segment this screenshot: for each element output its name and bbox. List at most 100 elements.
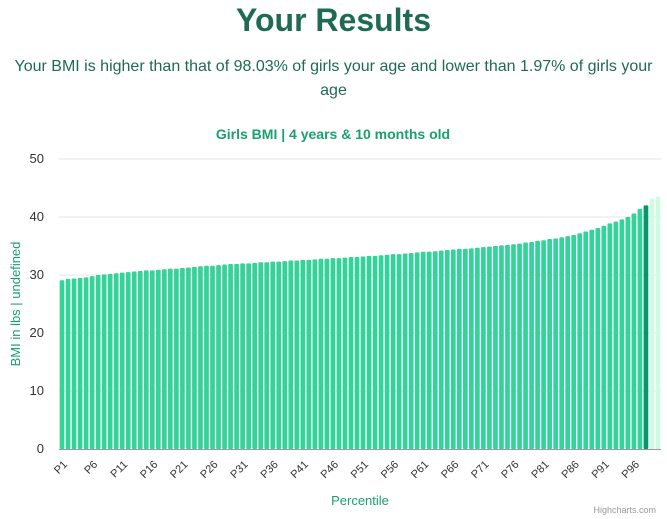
bar[interactable] bbox=[426, 251, 432, 449]
bar[interactable] bbox=[294, 260, 300, 450]
bar[interactable] bbox=[390, 254, 396, 449]
bar[interactable] bbox=[523, 242, 528, 449]
bar[interactable] bbox=[149, 270, 155, 449]
bar[interactable] bbox=[143, 270, 149, 449]
bar[interactable] bbox=[565, 236, 571, 449]
bar[interactable] bbox=[288, 260, 294, 450]
bar[interactable] bbox=[113, 273, 119, 449]
bar[interactable] bbox=[107, 273, 113, 449]
bar[interactable] bbox=[210, 265, 215, 449]
bar[interactable] bbox=[89, 276, 95, 449]
bar[interactable] bbox=[438, 250, 444, 449]
bar[interactable] bbox=[420, 251, 426, 449]
bar[interactable] bbox=[119, 272, 125, 449]
bar[interactable] bbox=[174, 268, 179, 449]
bar[interactable] bbox=[432, 251, 438, 449]
bar[interactable] bbox=[649, 198, 655, 449]
bar[interactable] bbox=[637, 208, 643, 449]
bar[interactable] bbox=[342, 257, 348, 449]
bar[interactable] bbox=[414, 252, 420, 449]
bar[interactable] bbox=[571, 234, 577, 449]
bar[interactable] bbox=[444, 250, 450, 449]
bar[interactable] bbox=[95, 275, 101, 449]
bar[interactable] bbox=[155, 269, 161, 449]
bar[interactable] bbox=[601, 225, 607, 449]
bar[interactable] bbox=[529, 241, 534, 449]
bar[interactable] bbox=[216, 265, 221, 449]
bar[interactable] bbox=[541, 240, 546, 449]
bar[interactable] bbox=[559, 237, 565, 449]
bar[interactable] bbox=[475, 247, 480, 449]
bar[interactable] bbox=[258, 262, 264, 449]
bar[interactable] bbox=[493, 246, 498, 449]
bar[interactable] bbox=[456, 248, 462, 449]
bar[interactable] bbox=[83, 277, 89, 449]
bar[interactable] bbox=[402, 253, 408, 449]
bar[interactable] bbox=[505, 244, 510, 449]
bar[interactable] bbox=[384, 254, 390, 449]
bar[interactable] bbox=[360, 256, 366, 449]
bar[interactable] bbox=[511, 244, 516, 449]
bar[interactable] bbox=[71, 278, 77, 449]
bar[interactable] bbox=[631, 213, 637, 449]
bar[interactable] bbox=[101, 274, 107, 449]
bar[interactable] bbox=[336, 258, 342, 449]
bar[interactable] bbox=[408, 252, 414, 449]
bar[interactable] bbox=[577, 233, 583, 449]
bar[interactable] bbox=[595, 228, 601, 449]
bar[interactable] bbox=[204, 265, 209, 449]
bar[interactable] bbox=[246, 263, 251, 449]
bar[interactable] bbox=[125, 272, 131, 449]
bar[interactable] bbox=[348, 257, 354, 449]
bar[interactable] bbox=[186, 267, 191, 449]
bar[interactable] bbox=[162, 269, 167, 449]
bar[interactable] bbox=[450, 249, 456, 449]
bar[interactable] bbox=[65, 279, 71, 449]
bar[interactable] bbox=[318, 258, 324, 449]
bar[interactable] bbox=[192, 266, 197, 449]
bar[interactable] bbox=[180, 268, 185, 449]
bar[interactable] bbox=[282, 261, 288, 449]
bar[interactable] bbox=[372, 255, 378, 449]
bar[interactable] bbox=[619, 219, 625, 449]
bar[interactable] bbox=[481, 247, 486, 449]
bar[interactable] bbox=[198, 266, 203, 449]
bar[interactable] bbox=[137, 270, 143, 449]
bar[interactable] bbox=[655, 196, 661, 449]
bar[interactable] bbox=[77, 277, 83, 449]
bar[interactable] bbox=[589, 229, 595, 449]
bar[interactable] bbox=[270, 261, 276, 449]
bar[interactable] bbox=[607, 223, 613, 449]
bar[interactable] bbox=[240, 263, 245, 449]
bar[interactable] bbox=[535, 240, 540, 449]
bar[interactable] bbox=[222, 264, 227, 449]
bar[interactable] bbox=[547, 239, 552, 449]
bar[interactable] bbox=[276, 261, 282, 449]
highlight-bar[interactable] bbox=[643, 205, 649, 449]
bar[interactable] bbox=[228, 263, 233, 449]
bar[interactable] bbox=[168, 268, 173, 449]
bar[interactable] bbox=[553, 238, 558, 449]
bar[interactable] bbox=[234, 263, 239, 449]
bar[interactable] bbox=[354, 257, 360, 449]
bar[interactable] bbox=[469, 248, 474, 449]
bar[interactable] bbox=[625, 217, 631, 449]
bar[interactable] bbox=[330, 258, 336, 449]
bar[interactable] bbox=[499, 245, 504, 449]
bar[interactable] bbox=[312, 259, 318, 449]
bar[interactable] bbox=[59, 280, 65, 449]
bar[interactable] bbox=[517, 243, 522, 449]
bar[interactable] bbox=[306, 259, 312, 449]
bar[interactable] bbox=[264, 262, 270, 449]
bar[interactable] bbox=[300, 259, 306, 449]
bar[interactable] bbox=[252, 262, 257, 449]
bar[interactable] bbox=[613, 221, 619, 449]
bar[interactable] bbox=[378, 255, 384, 449]
bar[interactable] bbox=[463, 248, 468, 449]
bar[interactable] bbox=[131, 271, 137, 449]
bar[interactable] bbox=[366, 255, 372, 449]
bar[interactable] bbox=[487, 246, 492, 449]
bar[interactable] bbox=[324, 258, 330, 449]
bar[interactable] bbox=[583, 231, 589, 450]
bar[interactable] bbox=[396, 254, 402, 449]
